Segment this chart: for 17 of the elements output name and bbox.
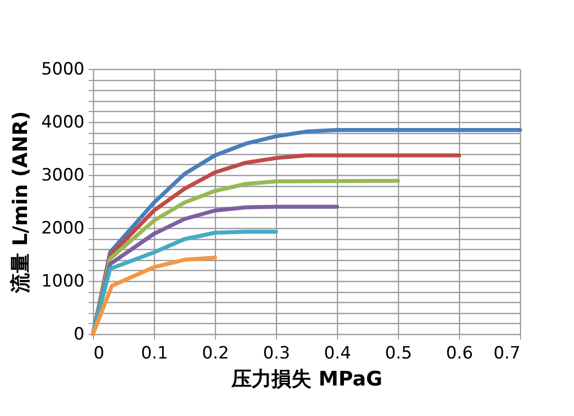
y-tick-label: 3000 [41, 166, 84, 186]
x-axis-title: 压力損失 MPaG [230, 366, 382, 390]
x-tick-label: 0.3 [262, 344, 290, 364]
y-tick-label: 2000 [41, 218, 84, 238]
x-tick-label: 0.1 [140, 344, 168, 364]
x-tick-label: 0.6 [446, 344, 474, 364]
x-tick-label: 0.2 [202, 344, 230, 364]
y-tick-label: 0 [74, 324, 84, 344]
y-tick-label: 1000 [41, 272, 84, 292]
y-axis-title: 流量 L/min (ANR) [8, 111, 32, 294]
y-tick-label: 4000 [41, 112, 84, 132]
x-tick-label: 0 [94, 344, 104, 364]
x-tick-label: 0.7 [493, 344, 520, 364]
x-tick-label: 0.5 [384, 344, 412, 364]
line-series [91, 256, 217, 336]
x-tick-label: 0.4 [324, 344, 352, 364]
y-tick-label: 5000 [41, 60, 84, 80]
